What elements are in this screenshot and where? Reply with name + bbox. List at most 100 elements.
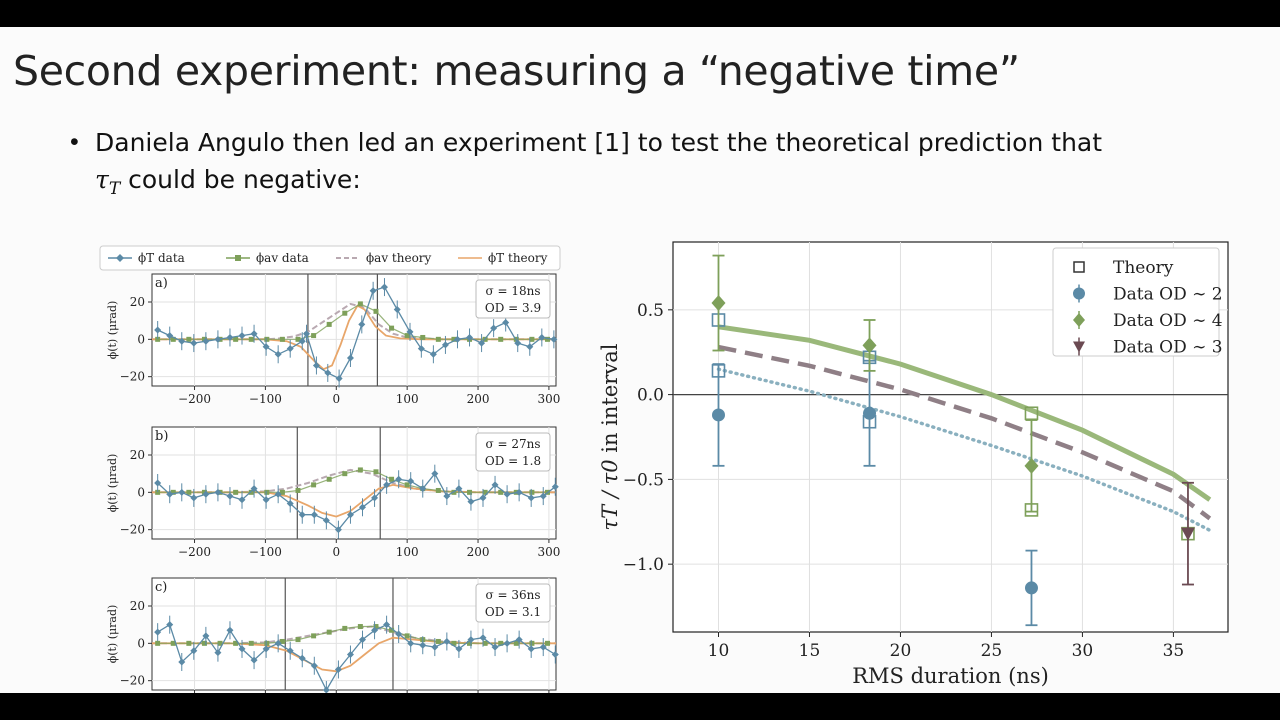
phit-data-point xyxy=(453,335,461,343)
panel-label: a) xyxy=(155,276,168,291)
phiav-data-point xyxy=(513,336,519,342)
x-tick-label: 25 xyxy=(981,641,1003,661)
phit-data-point xyxy=(286,500,294,508)
phit-data-point xyxy=(226,333,234,341)
phit-data-point xyxy=(238,496,246,504)
phit-data-point xyxy=(466,333,474,341)
x-tick-label: −200 xyxy=(178,545,211,559)
phit-data-point xyxy=(334,665,342,673)
phiav-data-point xyxy=(544,640,550,646)
phiav-data-point xyxy=(264,336,270,342)
phiav-data-point xyxy=(311,333,317,339)
y-tick-label: 20 xyxy=(130,599,145,613)
phiav-data-point xyxy=(264,489,270,495)
phiav-data-point xyxy=(186,640,192,646)
x-tick-label: 20 xyxy=(890,641,912,661)
phit-data-point xyxy=(274,350,282,358)
y-tick-label: −0.5 xyxy=(623,470,664,490)
data-point-od4 xyxy=(711,295,726,312)
phit-data-point xyxy=(503,490,511,498)
phit-data-point xyxy=(346,651,354,659)
info-od: OD = 3.1 xyxy=(485,605,541,619)
info-sigma: σ = 27ns xyxy=(485,437,540,451)
phit-data-point xyxy=(383,481,391,489)
phit-data-line xyxy=(157,472,556,531)
phit-data-point xyxy=(190,494,198,502)
tau-symbol: τ xyxy=(95,165,109,194)
info-box xyxy=(475,583,551,623)
phiav-data-point xyxy=(482,640,488,646)
phit-data-point xyxy=(479,494,487,502)
phit-data-point xyxy=(226,492,234,500)
legend-frame xyxy=(99,245,561,271)
phit-data-point xyxy=(286,345,294,353)
phit-data-point xyxy=(190,339,198,347)
phit-data-point xyxy=(407,639,415,647)
slide: Second experiment: measuring a “negative… xyxy=(0,27,1280,693)
phit-data-point xyxy=(202,490,210,498)
phiav-data-point xyxy=(529,336,535,342)
phiav-data-point xyxy=(342,310,348,316)
phiav-data-point xyxy=(373,624,379,630)
phit-data-point xyxy=(490,324,498,332)
phit-data-point xyxy=(527,645,535,653)
phit-data-point xyxy=(478,339,486,347)
phiav-data-point xyxy=(373,469,379,475)
phit-data-point xyxy=(419,485,427,493)
phiav-data-point xyxy=(217,640,223,646)
phit-data-point xyxy=(380,283,388,291)
phiav-data-point xyxy=(342,625,348,631)
phiav-data-point xyxy=(342,471,348,477)
tau-subscript: T xyxy=(108,179,121,199)
phiav-data-point xyxy=(389,325,395,331)
phit-data-point xyxy=(429,350,437,358)
phiav-data-point xyxy=(326,476,332,482)
x-tick-label: 15 xyxy=(799,641,821,661)
phit-data-point xyxy=(303,330,311,338)
panel-label: b) xyxy=(155,429,168,444)
legend-od2-label: Data OD ∼ 2 xyxy=(1113,285,1223,305)
phit-data-point xyxy=(539,643,547,651)
y-tick-label: −20 xyxy=(120,523,145,537)
x-tick-label: 300 xyxy=(537,545,560,559)
x-tick-label: 100 xyxy=(396,392,419,406)
phiav-data-point xyxy=(404,482,410,488)
info-box xyxy=(475,432,551,472)
phiav-data-point xyxy=(357,624,363,630)
phit-data-point xyxy=(214,488,222,496)
phiav-data-point xyxy=(186,336,192,342)
phiav-data-line xyxy=(157,303,548,340)
phit-data-point xyxy=(514,339,522,347)
phiav-data-point xyxy=(498,336,504,342)
phit-data-point xyxy=(502,319,510,327)
legend-marker-theory xyxy=(1073,261,1085,273)
phit-data-point xyxy=(322,516,330,524)
info-od: OD = 3.9 xyxy=(485,301,541,315)
phit-data-point xyxy=(417,345,425,353)
legend-marker-phiav-data xyxy=(235,255,241,261)
phit-data-point xyxy=(346,354,354,362)
tau-ratio-chart: 10 15 20 25 30 35 0.5 0.0 −0.5 −1.0 RMS duration (… xyxy=(598,241,1229,688)
phit-data-point xyxy=(274,639,282,647)
phit-data-point xyxy=(310,662,318,670)
phiav-data-point xyxy=(404,633,410,639)
legend-od3-label: Data OD ∼ 3 xyxy=(1113,338,1223,358)
phiav-data-point xyxy=(529,489,535,495)
phit-data-point xyxy=(526,343,534,351)
phiav-data-point xyxy=(451,640,457,646)
phit-data-point xyxy=(527,494,535,502)
theory-curve-od4 xyxy=(718,324,1212,502)
panel-label: c) xyxy=(155,580,167,595)
phit-data-point xyxy=(166,621,174,629)
phit-data-point xyxy=(298,511,306,519)
phit-data-point xyxy=(455,645,463,653)
phit-data-point xyxy=(214,649,222,657)
phit-data-point xyxy=(166,332,174,340)
phiav-data-point xyxy=(467,489,473,495)
phiav-data-point xyxy=(155,640,161,646)
legend-label-1: ϕav data xyxy=(256,251,309,265)
phit-data-point xyxy=(262,496,270,504)
phit-data-point xyxy=(298,337,306,345)
phiav-data-point xyxy=(435,336,441,342)
